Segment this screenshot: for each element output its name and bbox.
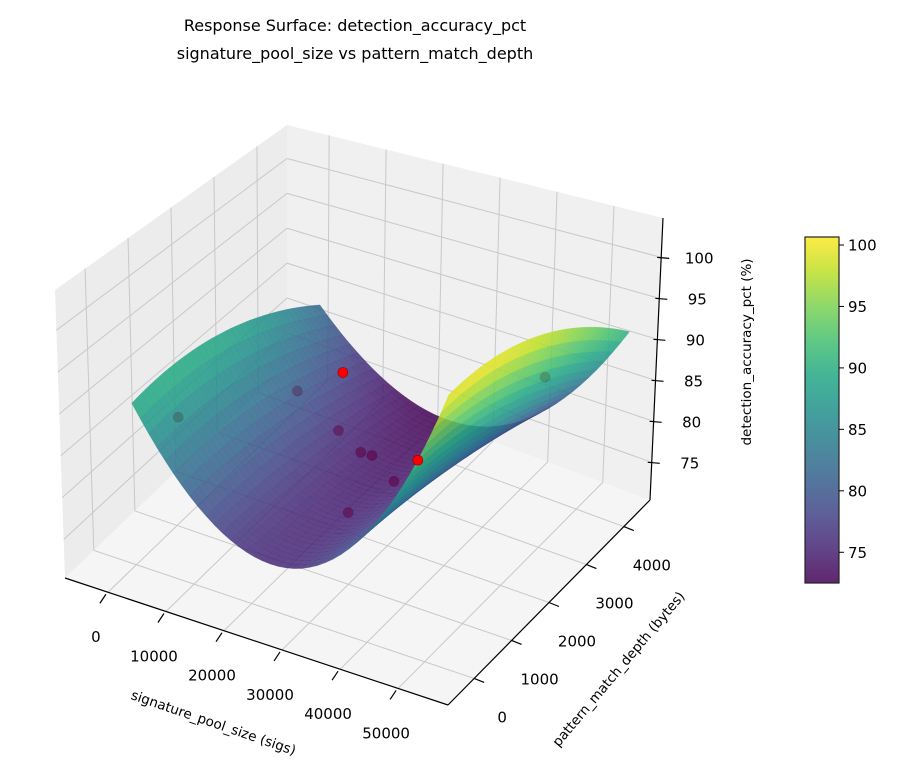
z-tick [653,338,666,341]
gridline-z [286,192,660,299]
y-tick [473,677,485,683]
gridline-z [57,192,288,373]
gridline-z [286,158,662,258]
z-tick-label: 75 [680,454,699,472]
z-tick-label: 90 [686,331,705,349]
z-tick-label: 95 [688,290,707,308]
x-tick [331,670,339,681]
colorbar-tick-label: 95 [848,298,867,316]
y-axis-label: pattern_match_depth (bytes) [549,589,688,750]
colorbar: 75 80 85 90 95 100 [804,236,877,584]
gridline-z [56,158,288,331]
x-tick-label: 30000 [246,686,294,704]
z-tick [651,379,664,382]
y-tick [586,563,597,570]
gridline-z [58,227,288,415]
z-tick [647,461,660,464]
x-tick [157,613,165,623]
x-tick-label: 10000 [130,647,178,665]
z-axis-label: detection_accuracy_pct (%) [739,258,755,445]
chart-title-line-1: Response Surface: detection_accuracy_pct [184,16,526,36]
gridline-x [382,149,387,401]
z-tick-label: 85 [684,372,703,390]
gridline-x [437,163,444,422]
gridline-z [286,297,654,422]
y-tick-label: 0 [497,708,507,726]
gridline-z [60,262,288,457]
z-tick [657,256,670,259]
y-tick-label: 1000 [520,670,558,688]
gridline-y [127,238,136,511]
colorbar-gradient [804,236,840,584]
data-point [412,454,424,466]
z-tick-label: 80 [682,413,701,431]
surface-facet [440,390,454,413]
y-tick-label: 3000 [595,595,633,613]
colorbar-tick-label: 75 [848,544,867,562]
y-tick-label: 2000 [558,633,596,651]
x-tick [273,651,281,662]
colorbar-tick-label: 85 [848,421,867,439]
surface [131,304,630,569]
points-above-surface [337,367,424,466]
z-tick [655,297,668,300]
x-tick-label: 20000 [188,667,236,685]
y-tick [623,526,635,532]
y-tick [548,601,560,608]
gridline-y [134,510,512,641]
x-tick-label: 0 [91,628,101,646]
gridline-y [93,549,475,679]
x-tick-label: 40000 [304,705,352,723]
colorbar-tick-label: 100 [848,236,877,254]
z-tick [649,420,662,423]
z-tick-label: 100 [685,249,714,267]
x-tick [389,690,397,700]
gridline-y [84,268,95,551]
x-tick [99,593,107,604]
x-tick-label: 50000 [362,724,410,742]
gridline-z [286,227,658,340]
x-tick [215,632,223,643]
back-pane [287,125,663,500]
z-axis-line [649,217,664,501]
colorbar-tick-label: 90 [848,359,867,377]
colorbar-tick-label: 80 [848,482,867,500]
axes: 0 10000 20000 30000 40000 50000 0 1000 2000 3000 4… [64,217,714,742]
gridline-x [547,191,558,462]
y-tick [511,639,522,646]
y-tick-label: 4000 [633,557,671,575]
x-axis-line [64,577,449,706]
data-point [337,367,349,378]
chart-title-line-2: signature_pool_size vs pattern_match_dep… [177,44,534,64]
